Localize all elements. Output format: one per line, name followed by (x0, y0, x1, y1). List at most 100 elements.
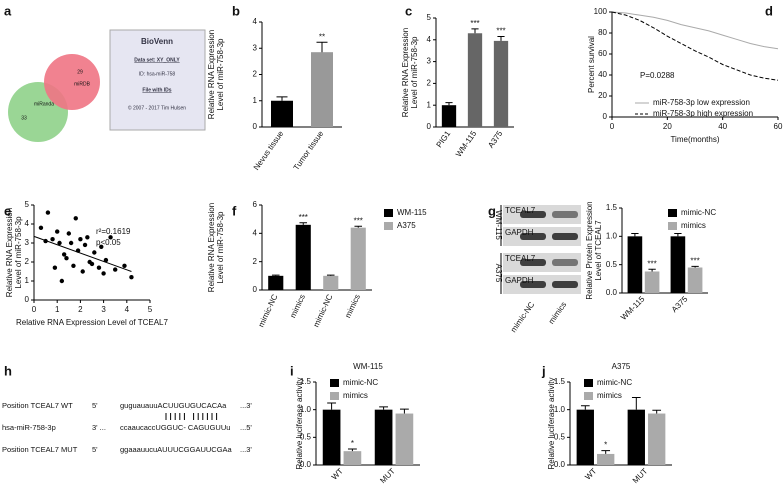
legend-label: miR-758-3p high expression (653, 109, 753, 118)
stat-annotation: p<0.05 (96, 238, 121, 247)
x-tick-label: Tumor tissue (292, 129, 326, 172)
point (61, 252, 67, 257)
x-tick-label: 20 (663, 122, 672, 131)
panel-label: f (232, 203, 237, 218)
legend-label: mimic-NC (681, 208, 716, 217)
point (89, 261, 95, 267)
y-tick-label: 1 (25, 276, 30, 285)
bar (268, 275, 284, 290)
bar (343, 451, 362, 465)
x-tick-label: 4 (125, 305, 130, 314)
set-count: 29 (77, 69, 83, 75)
legend-swatch (384, 222, 393, 230)
y-axis-label: Relative RNA Expression (207, 30, 216, 119)
point (122, 263, 127, 268)
sequence-text: 3' ... (92, 423, 106, 432)
trend-line (33, 235, 132, 272)
survival-line (611, 11, 779, 81)
legend-swatch (384, 209, 393, 217)
blot-row-label: GAPDH (505, 228, 534, 237)
point (99, 244, 104, 249)
blot-lane-label: mimics (547, 300, 569, 326)
y-tick-label: 0.0 (606, 288, 618, 297)
bar (493, 40, 509, 127)
error-bar (354, 225, 363, 228)
x-axis-label: Time(months) (670, 135, 719, 144)
error-bar (580, 405, 590, 410)
error-bar (445, 102, 453, 106)
legend-swatch (330, 392, 339, 400)
legend-label: miR-758-3p low expression (653, 98, 750, 107)
y-tick-label: 1 (253, 96, 258, 105)
y-tick-label: 0.5 (606, 260, 618, 269)
point (113, 267, 118, 272)
x-tick-label: mimic-NC (311, 293, 334, 329)
y-tick-label: 40 (598, 70, 607, 79)
x-tick-label: mimics (288, 293, 307, 319)
legend-label: mimics (681, 221, 706, 230)
y-tick-label: 20 (598, 91, 607, 100)
bar (597, 453, 615, 465)
box-line: Data set: XY_ONLY (134, 57, 180, 63)
blot-band (520, 211, 546, 218)
panel-label: h (4, 363, 12, 378)
significance: *** (647, 259, 656, 268)
x-tick-label: MUT (378, 466, 397, 485)
sequence-text: ...3' (240, 401, 252, 410)
error-bar (316, 41, 328, 53)
y-tick-label: 1.5 (606, 203, 618, 212)
legend-swatch (668, 209, 677, 217)
bar (644, 271, 660, 293)
x-tick-label: 5 (148, 305, 153, 314)
error-bar (471, 28, 479, 34)
x-tick-label: 60 (774, 122, 783, 131)
x-tick-label: A375 (670, 294, 690, 314)
error-bar (327, 402, 337, 410)
x-axis-label: Relative RNA Expression Level of TCEAL7 (16, 318, 168, 327)
bar (441, 105, 457, 127)
y-tick-label: 0.0 (554, 460, 566, 469)
y-axis-label: Relative luciferase activity (295, 377, 304, 469)
legend-label: mimics (597, 391, 622, 400)
y-axis-label: Level of miR-758-3p (216, 211, 225, 284)
legend-swatch (668, 222, 677, 230)
venn-set (44, 54, 100, 110)
sequence-text: Position TCEAL7 MUT (2, 445, 78, 454)
x-tick-label: 2 (78, 305, 83, 314)
panel-label: d (765, 3, 773, 18)
y-tick-label: 2 (253, 257, 258, 266)
bar (395, 413, 414, 465)
y-tick-label: 3 (253, 43, 258, 52)
significance: * (351, 439, 354, 448)
error-bar (326, 274, 335, 276)
x-tick-label: WT (330, 466, 345, 481)
error-bar (497, 36, 505, 41)
point (92, 250, 97, 255)
y-tick-label: 0 (253, 122, 258, 131)
panel-label: b (232, 3, 240, 18)
biovenn-box (109, 29, 206, 131)
x-tick-label: WT (583, 466, 598, 481)
point (45, 210, 51, 215)
blot-row-label: TCEAL7 (505, 254, 536, 263)
bar (323, 275, 339, 290)
point (108, 235, 113, 240)
y-tick-label: 0.0 (300, 460, 312, 469)
y-axis-label: Relative luciferase activity (547, 377, 556, 469)
x-tick-label: WM-115 (619, 294, 647, 322)
error-bar (379, 406, 389, 410)
error-bar (631, 233, 639, 237)
bar (648, 413, 666, 465)
point (101, 271, 106, 276)
y-tick-label: 0.5 (300, 432, 312, 441)
y-tick-label: 1.5 (300, 377, 312, 386)
x-tick-label: PIG1 (435, 129, 453, 150)
blot-band (552, 211, 578, 218)
x-tick-label: 1 (55, 305, 60, 314)
point (50, 237, 55, 242)
legend-label: A375 (397, 221, 416, 230)
blot-row-label: TCEAL7 (505, 206, 536, 215)
sequence-text: 5' (92, 445, 98, 454)
set-name: miRDB (74, 81, 90, 87)
